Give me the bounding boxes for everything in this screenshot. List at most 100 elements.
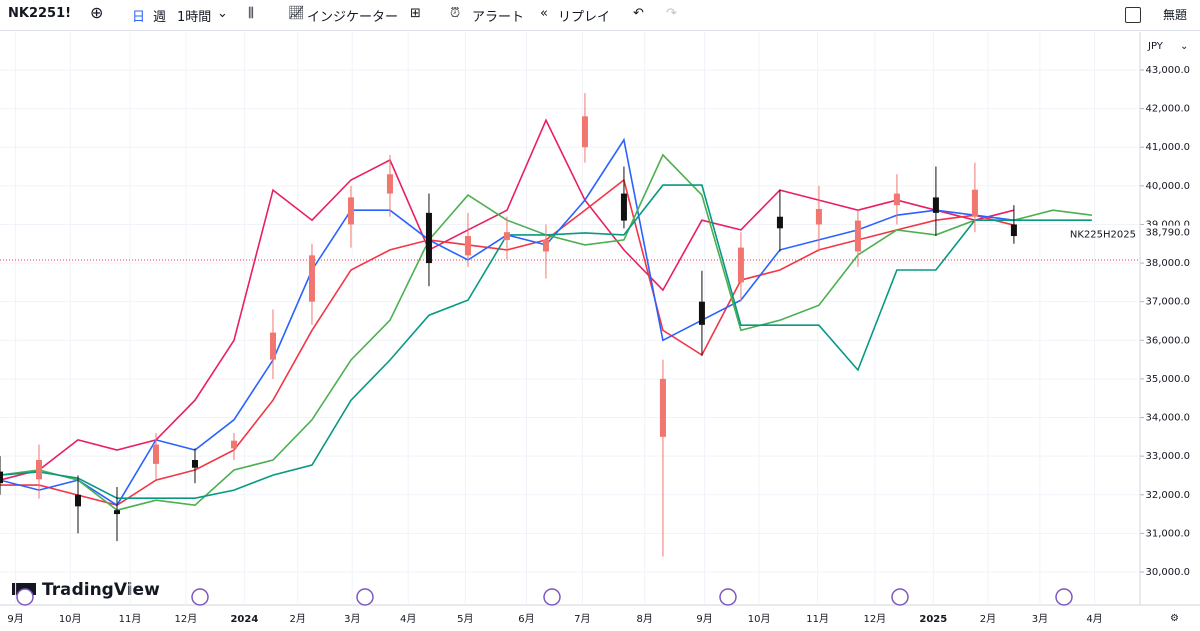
candle-body xyxy=(581,116,588,148)
chart: JPY ⌄ ⚙︎ TradingView 30,000.0 31,000.0 32,… xyxy=(0,32,1200,625)
candle-body xyxy=(971,189,978,217)
event-icon[interactable] xyxy=(16,588,34,606)
x-tick-label: 3月 xyxy=(344,613,360,625)
x-tick-label: 2月 xyxy=(289,613,305,625)
candle-body xyxy=(776,216,783,229)
candle-body xyxy=(620,193,627,221)
x-tick-label: 5月 xyxy=(457,613,473,625)
indicators[interactable]: インジケーター xyxy=(307,10,399,25)
x-tick-label: 2025 xyxy=(919,614,947,625)
candle-body xyxy=(35,460,42,480)
add-symbol[interactable]: ⊕ xyxy=(90,3,104,22)
candle-body xyxy=(347,197,354,225)
brand: TradingView xyxy=(42,580,160,600)
y-tick-label: 43,000.0 xyxy=(1145,65,1190,76)
interval-menu[interactable]: ⌄ xyxy=(217,6,228,21)
undo[interactable]: ↶ xyxy=(633,6,644,21)
y-tick-label: 34,000.0 xyxy=(1145,413,1190,424)
logo: TradingView xyxy=(12,580,160,600)
y-tick-label: 39,000.0 xyxy=(1145,219,1190,230)
candle-body xyxy=(932,197,939,213)
candle-body xyxy=(503,232,510,240)
candle-body xyxy=(1010,224,1017,237)
candles xyxy=(0,93,1017,557)
toolbar: NK2251! ⊕ 日 週 1時間 ⌄ ⫼ 📈︎ インジケーター ⊞ ⏰︎ アラ… xyxy=(0,0,1200,31)
candle-body xyxy=(113,510,120,515)
x-tick-label: 10月 xyxy=(748,613,771,625)
x-tick-label: 12月 xyxy=(863,613,886,625)
symbol[interactable]: NK2251! xyxy=(8,6,72,21)
alert-icon: ⏰︎ xyxy=(450,6,461,21)
x-tick-label: 9月 xyxy=(7,613,23,625)
y-tick-label: 36,000.0 xyxy=(1145,335,1190,346)
event-icon[interactable] xyxy=(543,588,561,606)
candle-body xyxy=(659,378,666,437)
interval-day[interactable]: 日 xyxy=(132,10,146,25)
event-icon[interactable] xyxy=(719,588,737,606)
x-tick-label: 6月 xyxy=(518,613,534,625)
settings[interactable]: ⚙︎ xyxy=(1170,613,1179,624)
y-tick-label: 35,000.0 xyxy=(1145,374,1190,385)
candle-body xyxy=(815,209,822,225)
candle-body xyxy=(464,236,471,256)
candle-body xyxy=(308,255,315,302)
price-name: NK225H2025 xyxy=(1070,230,1136,241)
x-tick-label: 9月 xyxy=(696,613,712,625)
indicator-line xyxy=(0,137,1015,507)
x-tick-label: 11月 xyxy=(119,613,142,625)
x-tick-label: 8月 xyxy=(637,613,653,625)
layouts[interactable]: ⊞ xyxy=(410,6,421,21)
event-icon[interactable] xyxy=(1055,588,1073,606)
candle-body xyxy=(542,239,549,252)
event-icon[interactable] xyxy=(891,588,909,606)
replay-icon: « xyxy=(540,6,548,21)
x-tick-label: 12月 xyxy=(175,613,198,625)
candle-body xyxy=(698,301,705,325)
candle-body xyxy=(893,193,900,206)
layout-name[interactable]: 無題 xyxy=(1163,8,1188,22)
x-tick-label: 10月 xyxy=(59,613,82,625)
x-tick-label: 2月 xyxy=(980,613,996,625)
x-tick-label: 4月 xyxy=(1086,613,1102,625)
y-tick-label: 38,000.0 xyxy=(1145,258,1190,269)
y-tick-label: 42,000.0 xyxy=(1145,104,1190,115)
candle-body xyxy=(737,247,744,283)
candle-body xyxy=(152,444,159,464)
event-icon[interactable] xyxy=(191,588,209,606)
candle-body xyxy=(74,494,81,507)
interval[interactable]: 1時間 xyxy=(177,10,212,25)
x-tick-label: 2024 xyxy=(230,614,258,625)
x-tick-label: 11月 xyxy=(806,613,829,625)
grid xyxy=(0,32,1140,605)
price-box xyxy=(1141,225,1199,240)
checkbox[interactable] xyxy=(1125,7,1141,23)
alert[interactable]: アラート xyxy=(472,10,525,25)
x-tick-label: 7月 xyxy=(574,613,590,625)
y-tick-label: 40,000.0 xyxy=(1145,181,1190,192)
y-tick-label: 32,000.0 xyxy=(1145,490,1190,501)
y-tick-label: 33,000.0 xyxy=(1145,451,1190,462)
price-label: 38,790.0 xyxy=(1145,228,1190,239)
x-tick-label: 4月 xyxy=(400,613,416,625)
currency: JPY xyxy=(1147,41,1164,52)
candle-body xyxy=(191,460,198,468)
candle-body xyxy=(230,440,237,449)
candle-body xyxy=(386,174,393,194)
interval-week[interactable]: 週 xyxy=(153,10,167,25)
candle-body xyxy=(0,471,3,484)
redo[interactable]: ↷ xyxy=(666,6,677,21)
replay[interactable]: リプレイ xyxy=(558,10,611,25)
currency-menu[interactable]: ⌄ xyxy=(1180,41,1188,52)
candle-body xyxy=(854,220,861,252)
event-icon[interactable] xyxy=(356,588,374,606)
indicators-icon: 📈︎ xyxy=(288,6,305,21)
y-tick-label: 41,000.0 xyxy=(1145,142,1190,153)
y-tick-label: 30,000.0 xyxy=(1145,567,1190,578)
y-tick-label: 37,000.0 xyxy=(1145,297,1190,308)
candle-body xyxy=(269,332,276,360)
chart-style[interactable]: ⫼ xyxy=(248,6,254,21)
indicator-line xyxy=(0,118,1015,481)
x-tick-label: 3月 xyxy=(1032,613,1048,625)
y-tick-label: 31,000.0 xyxy=(1145,528,1190,539)
